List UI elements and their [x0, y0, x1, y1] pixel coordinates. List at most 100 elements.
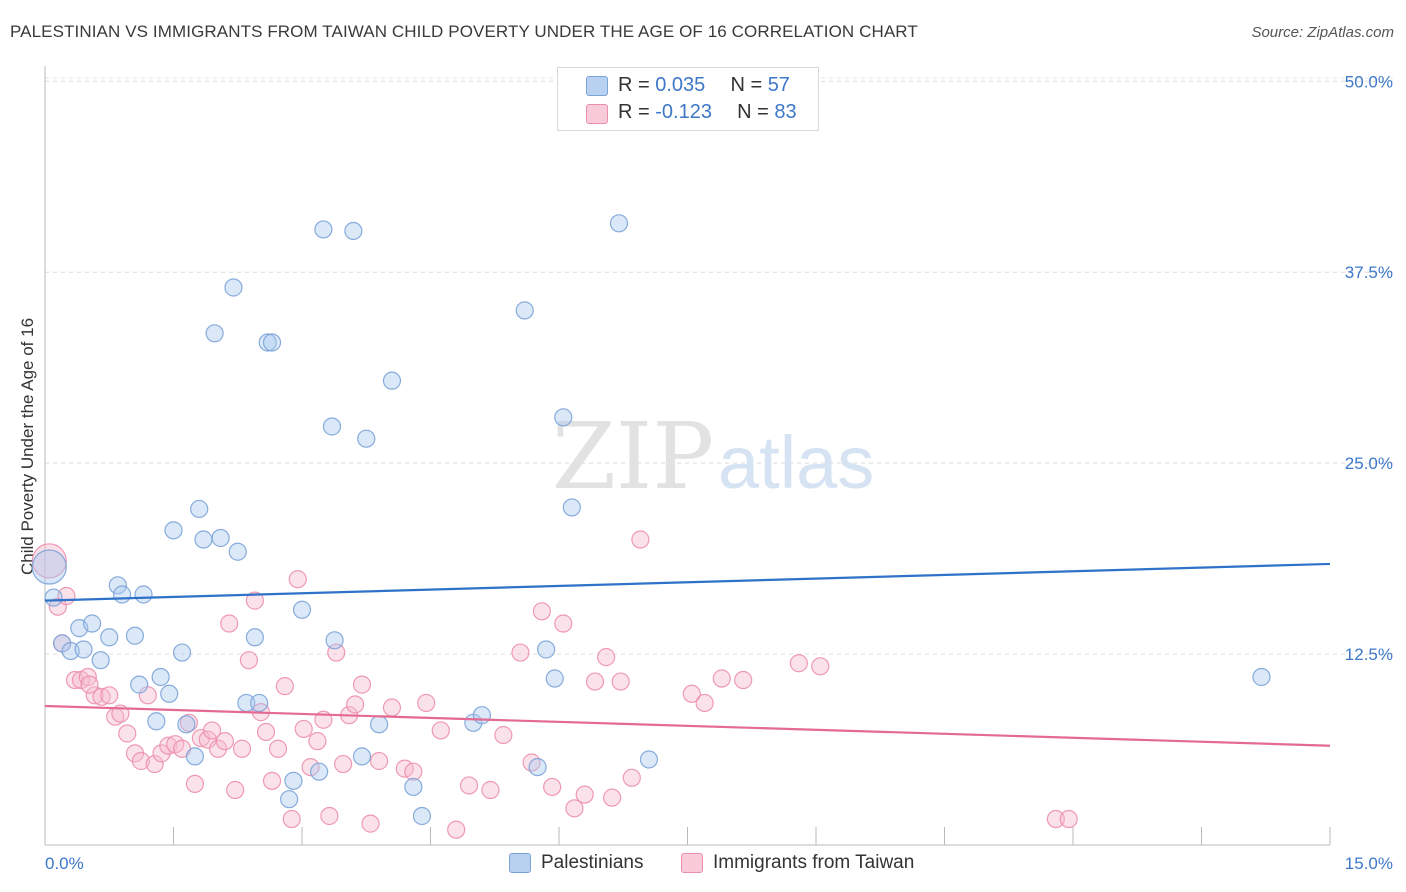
taiwan-point	[208, 739, 228, 758]
palestinian-point	[172, 643, 192, 662]
stats-box: R = 0.035 N = 57 R = -0.123 N = 83	[557, 67, 819, 131]
palestinian-point	[91, 651, 110, 670]
taiwan-point	[712, 669, 731, 688]
taiwan-point	[734, 670, 753, 690]
taiwan-point	[459, 776, 479, 795]
palestinian-point	[83, 614, 102, 633]
taiwan-point	[256, 722, 276, 742]
palestinian-point	[125, 626, 145, 645]
n-value: 83	[774, 101, 797, 123]
taiwan-point	[603, 788, 622, 807]
taiwan-point	[481, 780, 500, 800]
taiwan-point	[682, 684, 701, 703]
taiwan-point	[1046, 809, 1065, 829]
palestinian-point	[472, 706, 491, 725]
stats-row-taiwan: R = -0.123 N = 83	[618, 101, 797, 127]
palestinian-point	[130, 675, 149, 694]
taiwan-point	[543, 777, 562, 797]
r-value: -0.123	[655, 101, 712, 123]
taiwan-point	[361, 814, 380, 833]
palestinian-point	[344, 221, 363, 241]
taiwan-point	[100, 686, 119, 705]
palestinian-point	[164, 521, 183, 540]
palestinian-point	[639, 750, 659, 769]
palestinian-point	[160, 684, 179, 703]
taiwan-point	[262, 771, 282, 790]
taiwan-point	[320, 806, 339, 826]
palestinian-point	[228, 542, 247, 561]
watermark-zip: ZIP	[552, 403, 714, 510]
taiwan-point	[245, 591, 264, 610]
y-tick-label: 37.5%	[1345, 263, 1393, 282]
taiwan-point	[288, 570, 307, 589]
y-tick-label: 50.0%	[1345, 72, 1393, 91]
r-value: 0.035	[655, 74, 706, 96]
taiwan-point	[301, 757, 320, 777]
taiwan-point	[404, 762, 423, 781]
taiwan-point	[382, 698, 402, 717]
legend-item-palestinians[interactable]: Palestinians	[509, 852, 669, 876]
y-tick-label: 12.5%	[1345, 645, 1393, 664]
taiwan-point	[417, 693, 436, 713]
legend-label: Palestinians	[541, 852, 644, 873]
palestinian-point	[1252, 667, 1271, 687]
taiwan-point	[554, 614, 573, 633]
palestinian-point	[280, 790, 299, 809]
axes	[44, 66, 1331, 846]
taiwan-point	[282, 809, 301, 829]
taiwan-point	[239, 651, 258, 670]
taiwan-point	[185, 774, 205, 794]
taiwan-point	[811, 657, 830, 676]
taiwan-point	[80, 675, 99, 694]
palestinian-point	[310, 762, 329, 781]
taiwan-point	[232, 739, 252, 758]
taiwan-point	[789, 654, 808, 673]
taiwan-point	[352, 675, 372, 694]
palestinian-point	[177, 715, 196, 734]
taiwan-point	[585, 672, 605, 691]
palestinian-point	[562, 498, 581, 517]
r-label: R =	[618, 101, 650, 123]
source-label: Source: ZipAtlas.com	[1251, 24, 1394, 41]
taiwan-point	[597, 648, 616, 667]
palestinian-point	[112, 585, 132, 604]
taiwan-point	[118, 724, 137, 743]
taiwan-point	[294, 719, 313, 739]
taiwan-point	[494, 725, 513, 745]
taiwan-point	[631, 530, 650, 549]
taiwan-point	[622, 768, 641, 787]
n-label: N =	[730, 74, 763, 96]
trend-lines	[44, 562, 1331, 747]
palestinian-point	[609, 214, 629, 233]
legend-label: Immigrants from Taiwan	[713, 852, 915, 873]
palestinian-point	[325, 631, 344, 650]
palestinian-point	[370, 715, 389, 734]
taiwan-point	[532, 602, 551, 621]
palestinian-point	[245, 628, 264, 647]
stats-swatch-pink	[586, 104, 608, 124]
palestinian-point	[224, 278, 243, 297]
watermark-atlas: atlas	[718, 421, 874, 504]
taiwan-point	[131, 751, 151, 771]
palestinian-point	[151, 667, 170, 687]
palestinian-point	[537, 640, 556, 659]
taiwan-point	[159, 736, 178, 755]
taiwan-point	[152, 744, 171, 763]
palestinian-point	[211, 528, 230, 548]
taiwan-point	[268, 739, 288, 758]
palestinian-point	[108, 576, 127, 595]
legend-item-taiwan[interactable]: Immigrants from Taiwan	[681, 852, 951, 876]
taiwan-point	[202, 721, 222, 740]
palestinian-point	[528, 757, 547, 777]
x-tick-label: 15.0%	[1345, 854, 1393, 873]
taiwan-point	[226, 780, 245, 800]
taiwan-point	[511, 643, 530, 662]
palestinian-point	[185, 747, 205, 766]
x-tick-label: 0.0%	[45, 854, 84, 873]
palestinian-point	[412, 806, 432, 826]
taiwan-point	[431, 721, 450, 740]
taiwan-point	[565, 799, 584, 818]
y-tick-label: 25.0%	[1345, 454, 1393, 473]
trend-line-taiwan	[44, 704, 1331, 747]
